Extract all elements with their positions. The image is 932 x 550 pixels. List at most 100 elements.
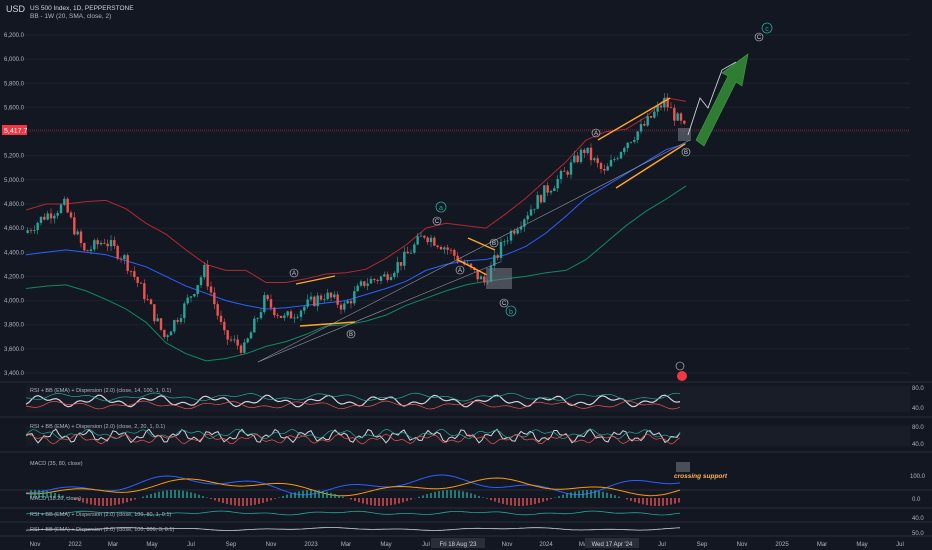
candle-body xyxy=(586,147,589,154)
macd-hist-bar xyxy=(542,498,544,502)
current-price-value: 5,417.7 xyxy=(4,128,27,135)
candle-body xyxy=(653,111,656,118)
macd-hist-bar xyxy=(66,496,68,498)
macd-hist-bar xyxy=(250,498,252,506)
rsi-pane-3-value: 40.0 xyxy=(912,516,924,522)
macd-hist-bar xyxy=(438,491,440,498)
candle-body xyxy=(636,131,639,140)
macd-hist-bar xyxy=(602,491,604,498)
candle-body xyxy=(29,230,33,232)
candle-body xyxy=(356,285,359,292)
macd-hist-bar xyxy=(74,498,76,500)
time-axis[interactable]: Nov 2022 Mar May Jul Sep Nov 2023 Mar May Jul Fri 1… xyxy=(30,538,904,548)
candle-body xyxy=(383,274,386,277)
indicator-legend[interactable]: BB - 1W (20, SMA, close, 2) xyxy=(30,13,111,20)
macd-hist-bar xyxy=(634,498,636,503)
macd-hist-bar xyxy=(598,490,600,498)
candle-body xyxy=(453,250,456,256)
candle-body xyxy=(416,236,419,245)
macd-hist-bar xyxy=(570,492,572,498)
macd-hist-bar xyxy=(134,498,136,500)
candle-body xyxy=(496,255,499,258)
macd-hist-bar xyxy=(518,498,520,506)
candle-body xyxy=(386,274,389,281)
macd-hist-bar xyxy=(246,498,248,506)
macd-hist-bar xyxy=(254,498,256,505)
price-tick-label: 4,600.0 xyxy=(4,226,25,232)
candle-body xyxy=(89,249,93,251)
candle-body xyxy=(556,179,559,189)
macd-hist-bar xyxy=(162,490,164,498)
channel-bottom-line xyxy=(615,143,686,189)
candle-body xyxy=(143,283,146,300)
macd-hist-bar xyxy=(30,490,32,498)
macd-hist-bar xyxy=(338,495,340,498)
macd-hist-bar xyxy=(142,496,144,498)
macd-hist-bar xyxy=(586,490,588,498)
macd-hist-bar xyxy=(306,490,308,498)
candle-body xyxy=(333,294,336,298)
current-price-tag xyxy=(2,125,27,135)
macd-hist-bar xyxy=(114,498,116,506)
earnings-flag-icon[interactable] xyxy=(677,371,687,381)
candle-body xyxy=(323,299,326,300)
candle-body xyxy=(69,212,73,218)
macd-hist-bar xyxy=(418,496,420,498)
time-tick-label: Jul xyxy=(896,542,904,548)
time-tick-label: May xyxy=(380,542,391,548)
rsi-pane-2-future-band xyxy=(680,426,910,446)
macd-hist-bar xyxy=(574,491,576,498)
macd-hist-bar xyxy=(222,498,224,503)
macd-hist-bar xyxy=(610,493,612,498)
macd-hist-bar xyxy=(430,492,432,498)
macd-hist-bar xyxy=(590,490,592,498)
candle-body xyxy=(596,158,599,164)
candle-body xyxy=(449,249,453,251)
rsi-pane-4-title[interactable]: RSI + BB (EMA) + Dispersion (2.0) (close… xyxy=(30,527,174,533)
macd-hist-bar xyxy=(198,494,200,498)
candle-body xyxy=(189,296,193,298)
rsi-pane-2-hi: 80.0 xyxy=(912,425,924,431)
macd-hist-bar xyxy=(342,496,344,498)
event-marker-icon[interactable] xyxy=(675,361,685,371)
support-trendline-1 xyxy=(257,261,501,363)
macd-hist-bar xyxy=(670,498,672,505)
price-axis[interactable]: 6,200.06,000.05,800.05,600.05,400.05,200… xyxy=(4,33,25,377)
rsi-pane-3-title[interactable]: RSI + BB (EMA) + Dispersion (2.0) (close… xyxy=(30,512,171,518)
rsi-pane-2-band xyxy=(26,426,680,446)
macd-hist-bar xyxy=(466,492,468,498)
macd-hist-bar xyxy=(502,498,504,504)
macd-hist-bar xyxy=(302,490,304,498)
candle-body xyxy=(339,304,343,310)
candle-body xyxy=(429,237,433,243)
macd-hist-bar xyxy=(546,498,548,501)
macd-hist-bar xyxy=(678,498,680,503)
macd-hist-bar xyxy=(394,498,396,505)
candle-body xyxy=(49,213,53,219)
macd-pane-title[interactable]: MACD (35, 80, close) xyxy=(30,461,83,467)
macd-hist-bar xyxy=(482,497,484,498)
candle-body xyxy=(329,292,333,298)
rsi-pane-2-title[interactable]: RSI + BB (EMA) + Dispersion (2.0) (close… xyxy=(30,424,165,430)
symbol-title[interactable]: US 500 Index, 1D, PEPPERSTONE xyxy=(30,5,134,12)
wedge-bottom-line xyxy=(457,259,488,276)
candle-body xyxy=(56,212,59,216)
macd2-pane-title[interactable]: MACD (18.26, close) xyxy=(30,496,81,502)
rsi-pane-1-title[interactable]: RSI + BB (EMA) + Dispersion (2.0) (close… xyxy=(30,388,171,394)
macd-hist-bar xyxy=(186,491,188,498)
candle-body xyxy=(139,282,143,284)
candle-body xyxy=(479,276,483,280)
macd-hist-bar xyxy=(154,492,156,498)
candle-body xyxy=(633,139,636,142)
candle-body xyxy=(86,250,89,252)
price-tick-label: 4,800.0 xyxy=(4,202,25,208)
candle-body xyxy=(593,158,596,161)
macd-hist-bar xyxy=(54,492,56,498)
price-tick-label: 4,000.0 xyxy=(4,299,25,305)
macd-hist-bar xyxy=(638,498,640,504)
macd-hist-bar xyxy=(454,490,456,498)
macd-hist-bar xyxy=(150,493,152,498)
candle-body xyxy=(83,243,86,251)
time-tick-label: Wed 17 Apr '24 xyxy=(592,542,633,548)
wave-label-B-2: B xyxy=(492,241,496,247)
